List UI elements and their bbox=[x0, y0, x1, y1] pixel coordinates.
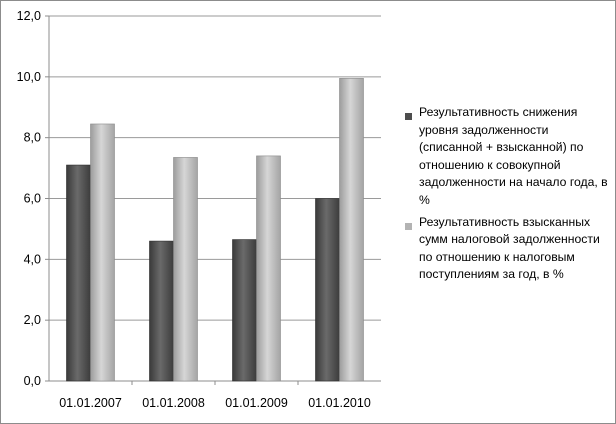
legend-item-series-2: Результативность взысканных сумм налогов… bbox=[405, 214, 610, 284]
y-tick-label: 2,0 bbox=[24, 313, 41, 327]
x-tick-label: 01.01.2008 bbox=[142, 396, 205, 410]
x-tick-label: 01.01.2007 bbox=[59, 396, 122, 410]
bar-series-1 bbox=[149, 240, 174, 382]
legend-label-series-2: Результативность взысканных сумм налогов… bbox=[419, 214, 600, 282]
legend-swatch-series-1 bbox=[405, 113, 412, 120]
y-tick-label: 8,0 bbox=[24, 131, 41, 145]
legend-label-series-1: Результативность снижения уровня задолже… bbox=[419, 105, 608, 207]
y-tick-label: 10,0 bbox=[17, 70, 41, 84]
bar-series-1 bbox=[66, 164, 91, 382]
y-tick-label: 0,0 bbox=[24, 374, 41, 388]
y-tick-label: 6,0 bbox=[24, 192, 41, 206]
legend-item-series-1: Результативность снижения уровня задолже… bbox=[405, 104, 610, 210]
bar-series-1 bbox=[315, 198, 340, 382]
bar-series-2 bbox=[256, 155, 281, 382]
bar-series-2 bbox=[339, 78, 364, 382]
x-tick-label: 01.01.2009 bbox=[225, 396, 288, 410]
bar-series-1 bbox=[232, 239, 257, 382]
y-tick-label: 12,0 bbox=[17, 9, 41, 23]
y-tick-label: 4,0 bbox=[24, 252, 41, 266]
bar-series-2 bbox=[173, 157, 198, 382]
legend: Результативность снижения уровня задолже… bbox=[405, 104, 610, 288]
legend-swatch-series-2 bbox=[405, 222, 412, 230]
bar-series-2 bbox=[90, 123, 115, 382]
x-tick-label: 01.01.2010 bbox=[308, 396, 371, 410]
